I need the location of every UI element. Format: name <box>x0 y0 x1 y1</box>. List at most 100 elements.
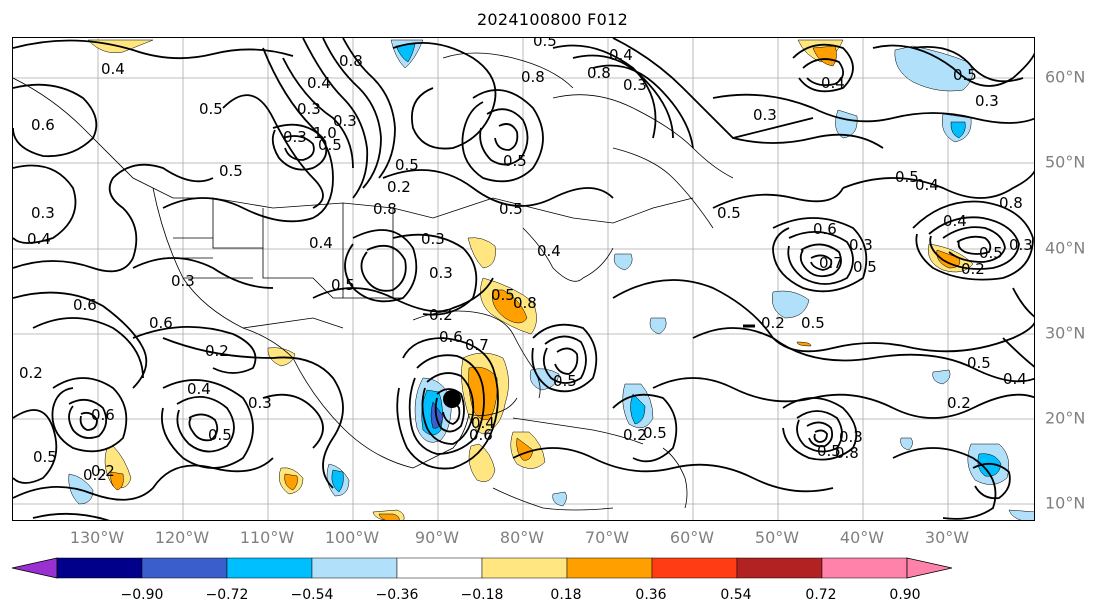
contour-value-label: 0.5 <box>643 424 667 442</box>
colorbar-extend-min <box>11 557 58 579</box>
contour-value-label: 0.2 <box>387 178 411 196</box>
lat-label-10n: 10°N <box>1045 493 1086 513</box>
contour-value-label: 0.8 <box>521 68 545 86</box>
colorbar-tick-label: −0.72 <box>205 587 249 603</box>
map-canvas: 0.40.60.50.30.60.40.20.30.60.20.40.50.30… <box>13 38 1034 520</box>
contour-value-label: 0.5 <box>219 162 243 180</box>
contour-value-label: 0.5 <box>33 448 57 466</box>
contour-value-label: 0.5 <box>533 38 557 50</box>
contour-value-label: 0.4 <box>1003 370 1027 388</box>
contour-value-label: 0.5 <box>895 168 919 186</box>
lon-label-110w: 110°W <box>239 528 295 547</box>
contour-value-label: 0.8 <box>587 64 611 82</box>
lat-label-50n: 50°N <box>1045 152 1086 172</box>
colorbar <box>11 557 953 579</box>
contour-value-label: 0.5 <box>199 100 223 118</box>
contour-value-label: 0.4 <box>309 234 333 252</box>
contour-value-label: 0.3 <box>975 92 999 110</box>
lon-label-90w: 90°W <box>414 528 460 547</box>
contour-value-label: 0.4 <box>187 380 211 398</box>
contour-value-label: 0.3 <box>839 428 863 446</box>
contour-value-label: 0.5 <box>208 426 232 444</box>
contour-value-label: 0.5 <box>553 372 577 390</box>
contour-value-label: 0.3 <box>1009 236 1033 254</box>
contour-value-label: 0.5 <box>967 354 991 372</box>
colorbar-swatch <box>481 557 568 579</box>
colorbar-tick-label: −0.18 <box>460 587 504 603</box>
lat-label-40n: 40°N <box>1045 238 1086 258</box>
contour-value-label: 0.5 <box>801 314 825 332</box>
contour-value-label: 0.3 <box>297 100 321 118</box>
colorbar-tick-label: 0.90 <box>889 587 921 603</box>
colorbar-tick-label: 0.36 <box>635 587 667 603</box>
contour-value-label: 0.5 <box>953 66 977 84</box>
contour-value-label: 0.4 <box>471 414 495 432</box>
lon-label-80w: 80°W <box>499 528 545 547</box>
contour-value-label: 0.5 <box>499 200 523 218</box>
colorbar-tick-label: 0.18 <box>550 587 582 603</box>
contour-value-label: 0.8 <box>999 194 1023 212</box>
colorbar-tick-label: −0.36 <box>375 587 419 603</box>
map-title: 2024100800 F012 <box>476 10 629 29</box>
contour-value-label: 0.2 <box>947 394 971 412</box>
contour-value-label: 0.8 <box>373 200 397 218</box>
contour-value-label: 0.5 <box>717 204 741 222</box>
colorbar-tick-label: 0.72 <box>805 587 837 603</box>
colorbar-swatch <box>651 557 738 579</box>
colorbar-swatch <box>56 557 143 579</box>
contour-value-label: 0.6 <box>813 220 837 238</box>
contour-value-label: 0.2 <box>761 314 785 332</box>
colorbar-swatch <box>311 557 398 579</box>
storm-center-marker <box>443 390 461 408</box>
colorbar-swatch <box>141 557 228 579</box>
lon-label-40w: 40°W <box>839 528 885 547</box>
contour-value-label: 0.5 <box>979 244 1003 262</box>
colorbar-extend-max <box>906 557 953 579</box>
contour-value-label: 0.4 <box>307 74 331 92</box>
colorbar-swatch <box>821 557 908 579</box>
contour-value-label: 0.2 <box>83 466 107 484</box>
map-panel[interactable]: 0.4 0.6 0.5 0.3 0.6 0.4 0.2 0.3 0.6 0.2 0.4 0.5 0.3 0… <box>12 37 1035 521</box>
contour-value-label: 0.4 <box>943 212 967 230</box>
contour-value-label: 0.2 <box>19 364 43 382</box>
contour-value-label: 0.3 <box>333 112 357 130</box>
contour-value-label: 0.8 <box>339 52 363 70</box>
colorbar-tick-label: 0.54 <box>720 587 752 603</box>
contour-value-label: 0.3 <box>429 264 453 282</box>
contour-value-label: 0.7 <box>819 254 843 272</box>
contour-value-label: 1.0 <box>313 124 337 142</box>
contour-value-label: 0.6 <box>73 296 97 314</box>
contour-value-label: 0.4 <box>27 230 51 248</box>
contour-value-label: 0.5 <box>331 276 355 294</box>
contour-value-label: 0.3 <box>753 106 777 124</box>
contour-value-label: 0.2 <box>205 342 229 360</box>
contour-value-label: 0.2 <box>961 260 985 278</box>
contour-labels: 0.40.60.50.30.60.40.20.30.60.20.40.50.30… <box>19 38 1033 484</box>
contour-value-label: 0.6 <box>91 406 115 424</box>
contour-value-label: 0.4 <box>537 242 561 260</box>
contour-value-label: 0.2 <box>429 306 453 324</box>
contour-value-label: 0.5 <box>318 136 342 154</box>
lon-label-100w: 100°W <box>324 528 380 547</box>
lon-label-70w: 70°W <box>584 528 630 547</box>
colorbar-swatch <box>566 557 653 579</box>
lon-label-120w: 120°W <box>154 528 210 547</box>
contour-value-label: 0.3 <box>849 236 873 254</box>
colorbar-swatch <box>396 557 483 579</box>
lon-label-30w: 30°W <box>924 528 970 547</box>
contour-value-label: 0.3 <box>623 76 647 94</box>
lon-label-60w: 60°W <box>669 528 715 547</box>
contour-value-label: 0.5 <box>395 156 419 174</box>
contour-value-label: 0.3 <box>283 128 307 146</box>
contour-value-label: 0.4 <box>609 46 633 64</box>
contour-value-label: 0.5 <box>817 442 841 460</box>
contour-lines <box>13 38 1034 520</box>
contour-value-label: 0.5 <box>503 152 527 170</box>
contour-value-label: 0.7 <box>465 336 489 354</box>
contour-value-label: 0.3 <box>248 394 272 412</box>
contour-value-label: 0.3 <box>31 204 55 222</box>
lon-label-130w: 130°W <box>69 528 125 547</box>
contour-value-label: 0.6 <box>149 314 173 332</box>
lat-label-60n: 60°N <box>1045 67 1086 87</box>
contour-value-label: 0.5 <box>853 258 877 276</box>
